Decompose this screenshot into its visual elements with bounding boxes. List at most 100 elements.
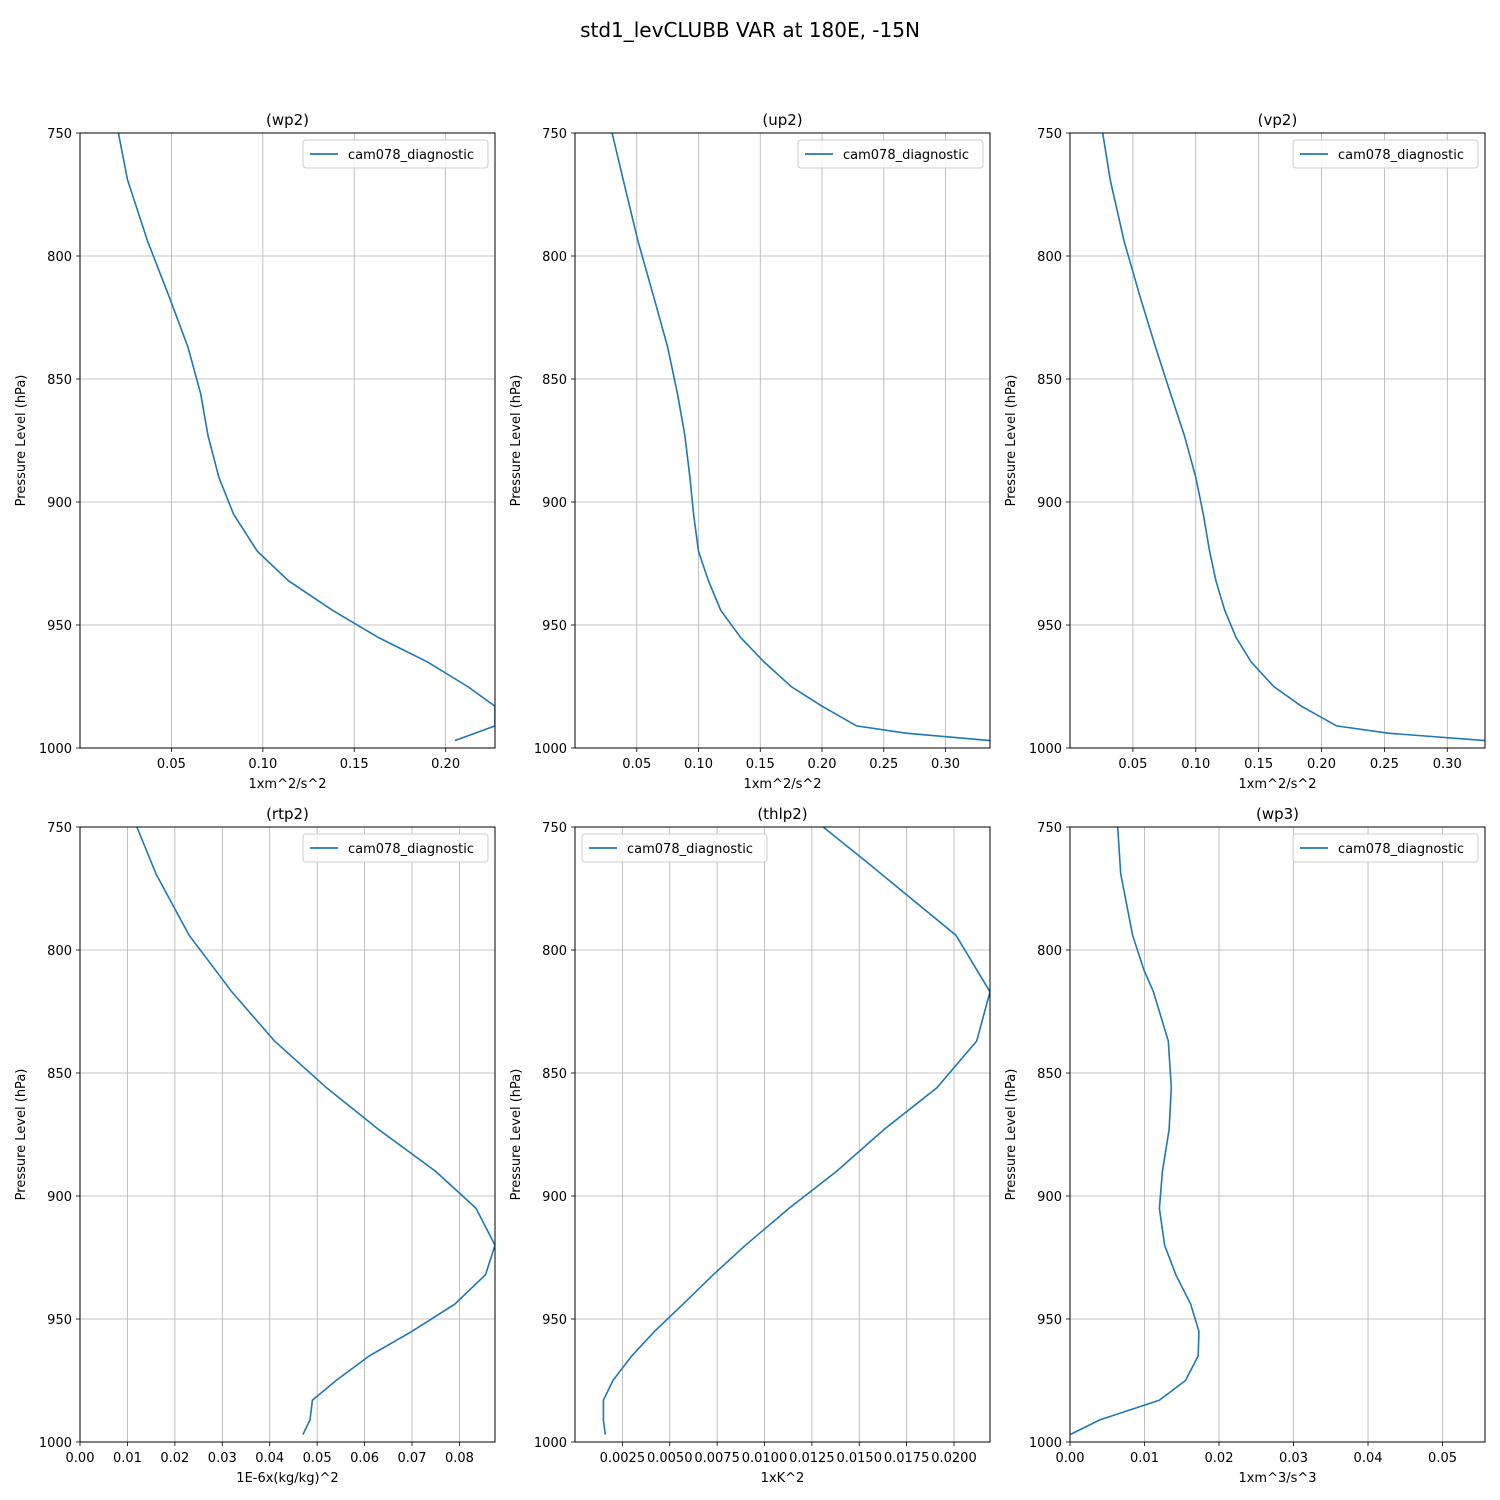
y-tick-label: 900 (47, 1190, 72, 1205)
legend: cam078_diagnostic (1292, 833, 1479, 863)
x-tick-label: 0.03 (1279, 1451, 1308, 1466)
x-axis-label: 1E-6x(kg/kg)^2 (236, 1471, 338, 1486)
plot-frame (79, 132, 496, 749)
x-tick-label: 0.0050 (647, 1451, 693, 1466)
y-tick-label: 1000 (1029, 1436, 1062, 1451)
y-tick-label: 800 (1037, 944, 1062, 959)
plot-frame (1069, 132, 1486, 749)
y-tick-label: 850 (1037, 373, 1062, 388)
x-tick-label: 0.10 (1181, 757, 1210, 772)
series-line (117, 133, 495, 742)
x-tick-label: 0.07 (398, 1451, 427, 1466)
series-line (136, 827, 495, 1435)
x-tick-label: 0.00 (1056, 1451, 1085, 1466)
legend: cam078_diagnostic (797, 139, 984, 169)
y-tick-label: 900 (542, 496, 567, 511)
y-tick-label: 850 (1037, 1067, 1062, 1082)
x-axis-label: 1xm^2/s^2 (248, 777, 326, 792)
x-tick-label: 0.0175 (884, 1451, 930, 1466)
y-tick-label: 950 (47, 1313, 72, 1328)
y-tick-label: 750 (47, 821, 72, 836)
legend-label: cam078_diagnostic (1338, 842, 1464, 857)
x-tick-label: 0.0200 (931, 1451, 977, 1466)
plot-frame (1069, 826, 1486, 1443)
y-tick-label: 850 (542, 373, 567, 388)
panel-title: (thlp2) (757, 805, 807, 823)
series-line (611, 133, 990, 742)
y-tick-label: 750 (1037, 127, 1062, 142)
x-tick-label: 0.05 (157, 757, 186, 772)
x-axis-label: 1xm^2/s^2 (743, 777, 821, 792)
y-tick-label: 800 (47, 944, 72, 959)
y-tick-label: 800 (47, 250, 72, 265)
x-tick-label: 0.20 (808, 757, 837, 772)
y-tick-label: 1000 (534, 742, 567, 757)
series-line (1101, 133, 1485, 742)
plot-frame (574, 132, 991, 749)
plot-frame (574, 826, 991, 1443)
x-axis-label: 1xK^2 (761, 1471, 805, 1486)
panels: 0.05 0.10 0.15 0.20 750 800 850 900 950 1000 (wp2)… (14, 111, 1486, 1486)
x-tick-label: 0.0075 (694, 1451, 740, 1466)
x-tick-label: 0.04 (255, 1451, 284, 1466)
legend-box (1292, 833, 1479, 863)
legend-box (797, 139, 984, 169)
y-axis-label: Pressure Level (hPa) (509, 375, 524, 507)
x-tick-label: 0.30 (1433, 757, 1462, 772)
x-tick-label: 0.05 (1118, 757, 1147, 772)
y-tick-label: 1000 (39, 742, 72, 757)
x-tick-label: 0.15 (746, 757, 775, 772)
y-tick-label: 950 (542, 619, 567, 634)
y-tick-label: 900 (47, 496, 72, 511)
x-axis-label: 1xm^2/s^2 (1238, 777, 1316, 792)
x-tick-label: 0.15 (1244, 757, 1273, 772)
y-tick-label: 1000 (534, 1436, 567, 1451)
panel-title: (vp2) (1258, 111, 1298, 129)
x-tick-label: 0.05 (303, 1451, 332, 1466)
panel-title: (wp2) (266, 111, 309, 129)
y-tick-label: 900 (1037, 1190, 1062, 1205)
x-tick-label: 0.00 (66, 1451, 95, 1466)
legend: cam078_diagnostic (1292, 139, 1479, 169)
y-tick-label: 800 (542, 944, 567, 959)
panel-rtp2: 0.00 0.01 0.02 0.03 0.04 0.05 0.06 0.07 0.08 750 8… (14, 805, 496, 1486)
x-tick-label: 0.0100 (742, 1451, 788, 1466)
x-tick-label: 0.25 (1370, 757, 1399, 772)
y-axis-label: Pressure Level (hPa) (1004, 1069, 1019, 1201)
y-tick-label: 800 (1037, 250, 1062, 265)
panel-title: (rtp2) (266, 805, 309, 823)
panel-thlp2: 0.0025 0.0050 0.0075 0.0100 0.0125 0.0150 0.01… (509, 805, 991, 1486)
x-tick-label: 0.10 (684, 757, 713, 772)
x-tick-label: 0.08 (445, 1451, 474, 1466)
legend-box (1292, 139, 1479, 169)
x-tick-label: 0.0125 (789, 1451, 835, 1466)
x-tick-label: 0.0025 (600, 1451, 646, 1466)
x-tick-label: 0.05 (622, 757, 651, 772)
panel-title: (wp3) (1256, 805, 1299, 823)
legend: cam078_diagnostic (302, 833, 489, 863)
plot-frame (79, 826, 496, 1443)
panel-title: (up2) (762, 111, 802, 129)
x-tick-label: 0.30 (931, 757, 960, 772)
panel-wp2: 0.05 0.10 0.15 0.20 750 800 850 900 950 1000 (wp2)… (14, 111, 496, 792)
panel-up2: 0.05 0.10 0.15 0.20 0.25 0.30 750 800 850 900 950 1… (509, 111, 991, 792)
x-tick-label: 0.03 (208, 1451, 237, 1466)
y-axis-label: Pressure Level (hPa) (509, 1069, 524, 1201)
x-tick-label: 0.20 (1307, 757, 1336, 772)
x-tick-label: 0.20 (431, 757, 460, 772)
y-tick-label: 850 (542, 1067, 567, 1082)
y-axis-label: Pressure Level (hPa) (14, 1069, 29, 1201)
panel-vp2: 0.05 0.10 0.15 0.20 0.25 0.30 750 800 850 900 950 1… (1004, 111, 1486, 792)
x-tick-label: 0.06 (350, 1451, 379, 1466)
x-tick-label: 0.15 (340, 757, 369, 772)
series-line (1070, 827, 1200, 1436)
y-axis-label: Pressure Level (hPa) (14, 375, 29, 507)
legend-label: cam078_diagnostic (348, 842, 474, 857)
y-tick-label: 750 (542, 127, 567, 142)
y-tick-label: 950 (1037, 619, 1062, 634)
y-tick-label: 850 (47, 373, 72, 388)
x-tick-label: 0.01 (1130, 1451, 1159, 1466)
x-tick-label: 0.01 (113, 1451, 142, 1466)
legend-label: cam078_diagnostic (348, 148, 474, 163)
